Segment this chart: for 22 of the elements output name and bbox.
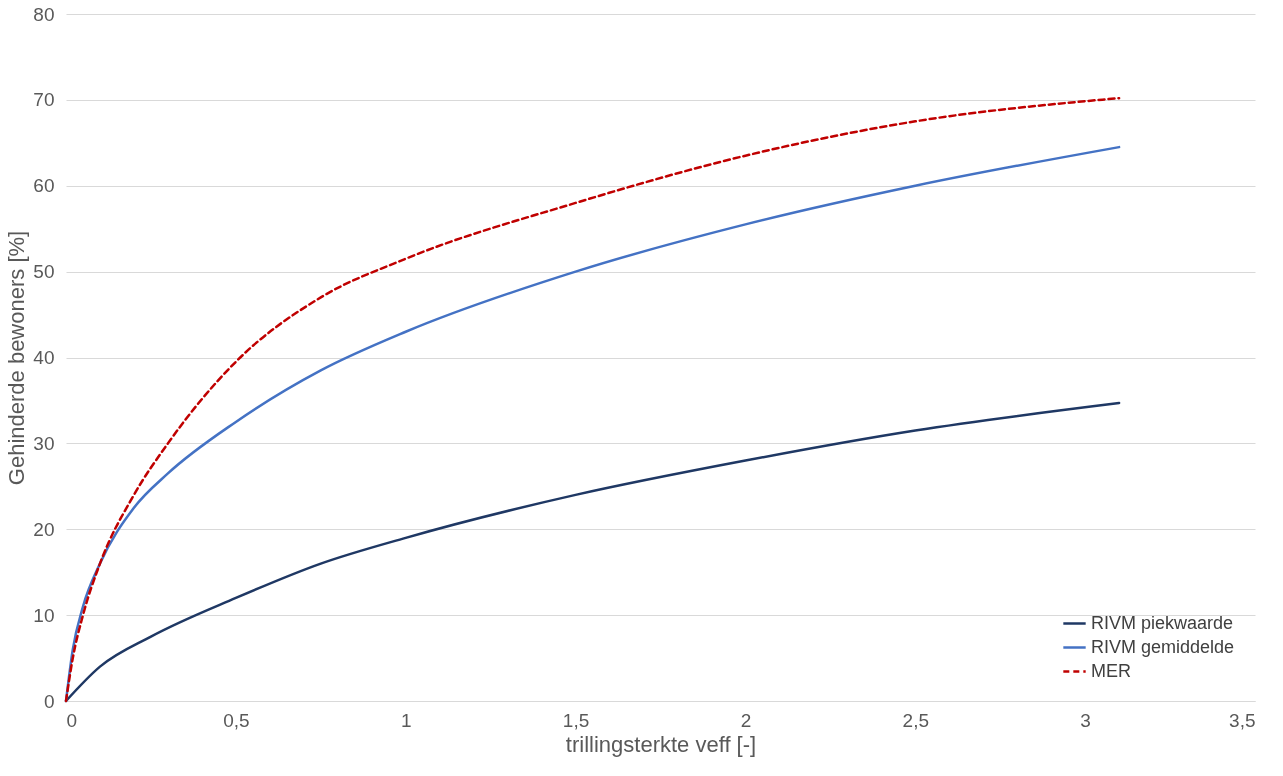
x-tick-label: 2	[740, 709, 752, 731]
legend-label: RIVM gemiddelde	[1091, 636, 1235, 657]
legend-label: MER	[1091, 660, 1131, 681]
x-tick-label: 0	[66, 709, 78, 731]
x-tick-label: 1	[400, 709, 412, 731]
y-tick-label: 50	[33, 261, 55, 283]
x-tick-label: 2,5	[902, 709, 929, 731]
x-tick-label: 3,5	[1229, 709, 1256, 731]
x-axis-title: trillingsterkte veff [-]	[565, 731, 757, 757]
y-tick-label: 10	[33, 604, 55, 626]
x-tick-label: 1,5	[562, 709, 590, 731]
y-tick-label: 40	[33, 347, 55, 368]
x-tick-label: 0,5	[223, 709, 250, 731]
y-tick-label: 30	[33, 432, 55, 454]
y-tick-label: 0	[43, 690, 55, 712]
x-tick-label: 3	[1080, 709, 1091, 731]
y-tick-label: 70	[33, 89, 55, 111]
y-tick-label: 60	[33, 175, 55, 197]
y-tick-label: 20	[33, 518, 55, 540]
legend-label: RIVM piekwaarde	[1091, 612, 1234, 633]
y-axis-title: Gehinderde bewoners [%]	[4, 230, 30, 486]
y-tick-label: 80	[33, 3, 55, 25]
